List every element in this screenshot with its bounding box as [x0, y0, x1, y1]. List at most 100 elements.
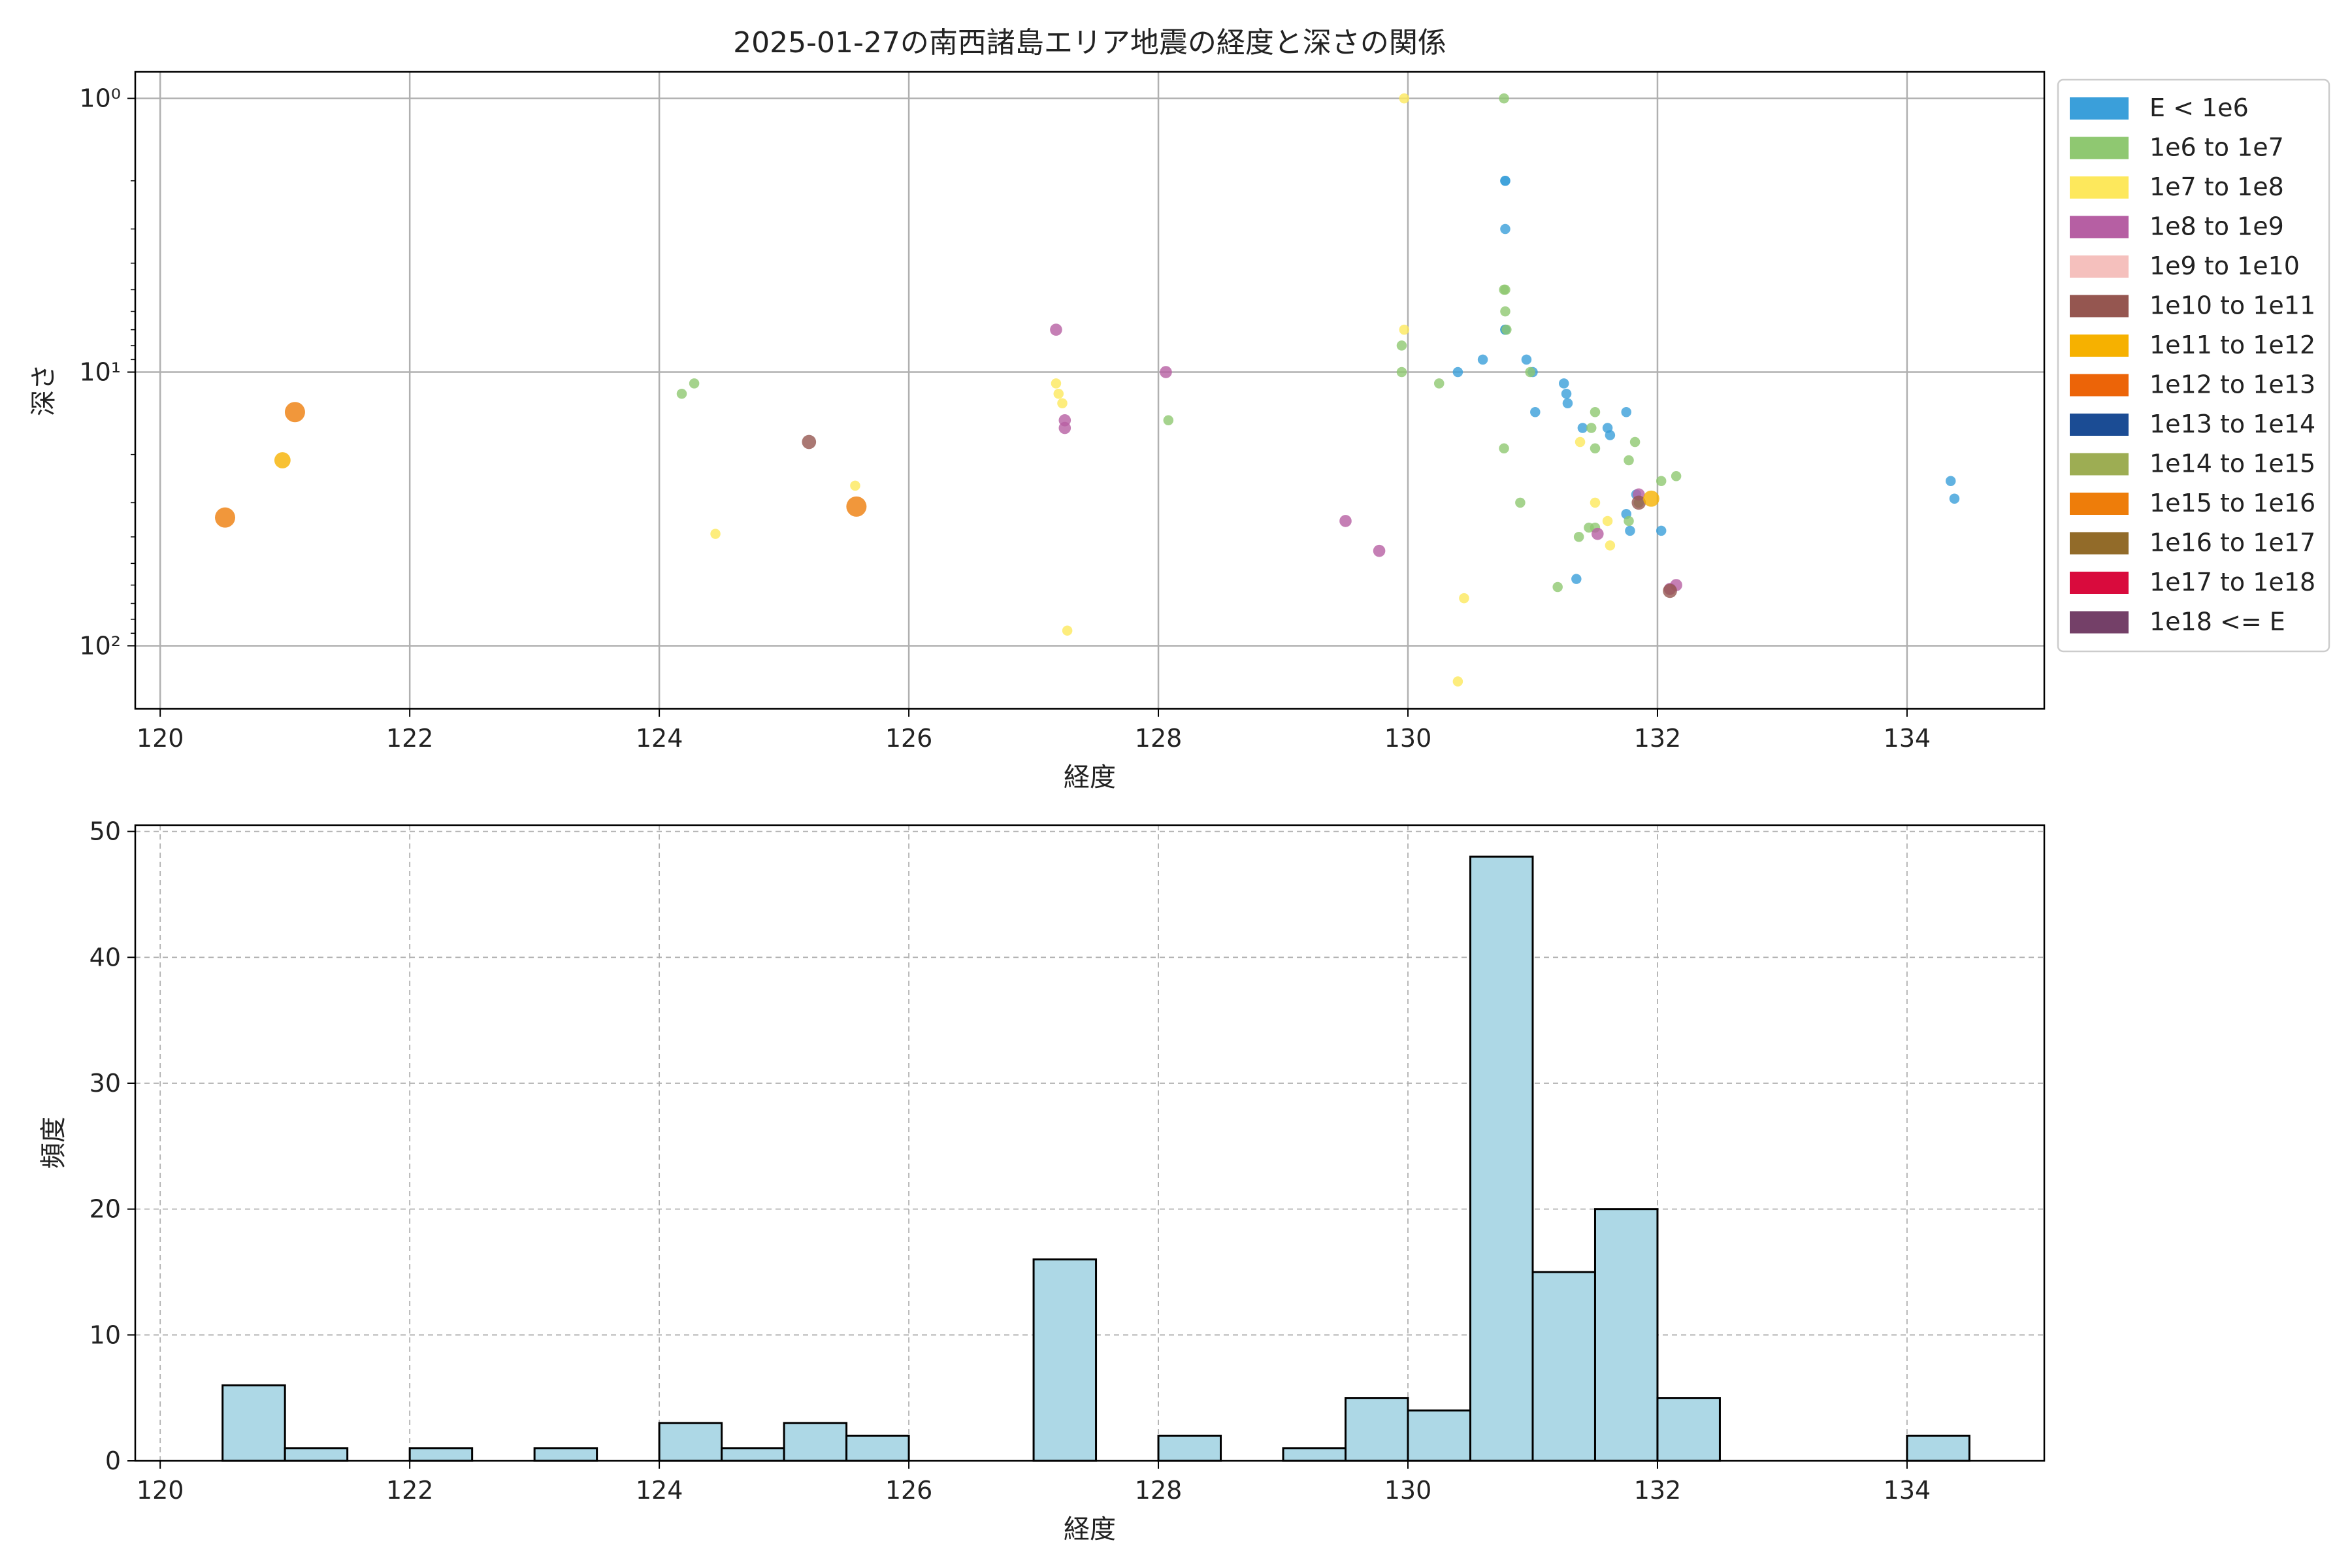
legend-label: 1e12 to 1e13 — [2149, 370, 2315, 399]
scatter-point — [1500, 223, 1511, 235]
legend-label: 1e16 to 1e17 — [2149, 529, 2315, 557]
scatter-point — [1477, 354, 1488, 365]
scatter-point — [710, 529, 721, 539]
legend-swatch — [2070, 176, 2129, 199]
legend-label: 1e10 to 1e11 — [2149, 291, 2315, 320]
legend-label: 1e11 to 1e12 — [2149, 331, 2315, 359]
scatter-point — [1530, 406, 1541, 417]
scatter-point — [1057, 398, 1068, 409]
histogram-x-tick-label: 134 — [1884, 1476, 1931, 1505]
histogram-x-label: 経度 — [1064, 1514, 1116, 1544]
scatter-point — [1949, 493, 1960, 504]
scatter-point — [1051, 378, 1062, 389]
scatter-point — [846, 496, 867, 517]
histogram-bars — [221, 855, 1970, 1462]
histogram-y-tick-label: 10 — [90, 1320, 121, 1349]
histogram-bar — [1345, 1397, 1409, 1462]
scatter-panel: 2025-01-27の南西諸島エリア地震の経度と深さの関係 120 122 124 1… — [29, 26, 2330, 792]
legend-swatch — [2070, 532, 2129, 555]
scatter-point — [1629, 436, 1641, 448]
scatter-title: 2025-01-27の南西諸島エリア地震の経度と深さの関係 — [733, 26, 1446, 59]
scatter-point — [284, 402, 305, 423]
scatter-point — [1558, 378, 1569, 389]
legend-label: 1e8 to 1e9 — [2149, 212, 2284, 241]
legend-swatch — [2070, 137, 2129, 159]
histogram-bar — [1469, 855, 1534, 1462]
scatter-y-ticks: 10⁰ 10¹ 10² — [79, 84, 135, 660]
histogram-x-tick-label: 126 — [885, 1476, 933, 1505]
histogram-x-tick-label: 128 — [1135, 1476, 1183, 1505]
scatter-point — [1656, 476, 1667, 486]
legend-swatch — [2070, 216, 2129, 238]
scatter-grid — [135, 72, 2044, 709]
legend-swatch — [2070, 97, 2129, 120]
scatter-point — [1500, 284, 1511, 295]
scatter-point — [1671, 471, 1682, 482]
histogram-x-tick-label: 132 — [1634, 1476, 1682, 1505]
scatter-point — [1625, 525, 1635, 536]
scatter-point — [1452, 676, 1463, 687]
legend-label: 1e14 to 1e15 — [2149, 449, 2315, 478]
scatter-point — [1515, 497, 1526, 508]
scatter-point — [1577, 423, 1588, 433]
scatter-point — [1605, 430, 1616, 440]
scatter-point — [1605, 540, 1616, 551]
legend-frame — [2057, 78, 2330, 653]
scatter-x-tick-label: 122 — [386, 724, 434, 753]
scatter-point — [1525, 367, 1535, 378]
legend-label: 1e6 to 1e7 — [2149, 133, 2284, 162]
scatter-point — [1946, 476, 1956, 486]
scatter-point — [1433, 378, 1445, 389]
scatter-point — [1396, 367, 1407, 378]
scatter-x-ticks: 120 122 124 126 128 130 132 134 — [137, 709, 1931, 753]
histogram-x-tick-label: 120 — [137, 1476, 184, 1505]
scatter-x-tick-label: 132 — [1634, 724, 1682, 753]
scatter-point — [274, 452, 291, 468]
scatter-point — [1501, 324, 1512, 335]
legend-swatch — [2070, 255, 2129, 278]
scatter-x-label: 経度 — [1064, 762, 1116, 792]
scatter-point — [1586, 423, 1597, 433]
histogram-bar — [533, 1447, 598, 1462]
histogram-y-label: 頻度 — [39, 1117, 69, 1169]
scatter-x-tick-label: 126 — [885, 724, 933, 753]
scatter-point — [1459, 593, 1469, 604]
scatter-x-tick-label: 128 — [1135, 724, 1183, 753]
scatter-point — [1552, 581, 1563, 593]
histogram-y-tick-label: 20 — [90, 1195, 121, 1224]
histogram-bar — [284, 1447, 349, 1462]
scatter-point — [1573, 531, 1584, 542]
legend-swatch — [2070, 453, 2129, 476]
scatter-point — [1053, 388, 1064, 399]
histogram-bar — [1906, 1434, 1970, 1462]
histogram-bar — [1656, 1397, 1721, 1462]
scatter-point — [1399, 93, 1410, 104]
histogram-bar — [658, 1422, 723, 1462]
scatter-point — [1399, 324, 1410, 335]
scatter-point — [1058, 421, 1071, 434]
histogram-x-tick-label: 124 — [636, 1476, 683, 1505]
scatter-point — [1631, 495, 1646, 510]
legend-label: E < 1e6 — [2149, 93, 2249, 122]
histogram-y-tick-label: 40 — [90, 943, 121, 972]
scatter-point — [1373, 544, 1386, 557]
legend-swatch — [2070, 374, 2129, 397]
scatter-x-tick-label: 124 — [636, 724, 683, 753]
scatter-point — [676, 388, 687, 399]
legend-label: 1e13 to 1e14 — [2149, 410, 2315, 438]
legend-swatch — [2070, 414, 2129, 436]
histogram-y-tick-label: 50 — [90, 817, 121, 846]
scatter-point — [1163, 415, 1174, 426]
histogram-x-tick-label: 122 — [386, 1476, 434, 1505]
scatter-point — [1062, 625, 1073, 636]
scatter-point — [1561, 388, 1572, 399]
scatter-point — [1621, 406, 1631, 417]
scatter-point — [1562, 398, 1573, 409]
legend-label: 1e17 to 1e18 — [2149, 568, 2315, 596]
legend-swatch — [2070, 611, 2129, 634]
histogram-bar — [1282, 1447, 1347, 1462]
scatter-point — [1575, 436, 1586, 448]
scatter-point — [1590, 497, 1601, 508]
